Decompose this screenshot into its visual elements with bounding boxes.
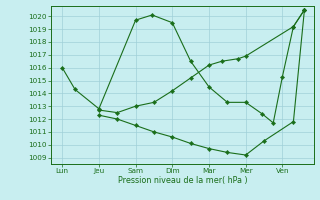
- X-axis label: Pression niveau de la mer( hPa ): Pression niveau de la mer( hPa ): [117, 176, 247, 185]
